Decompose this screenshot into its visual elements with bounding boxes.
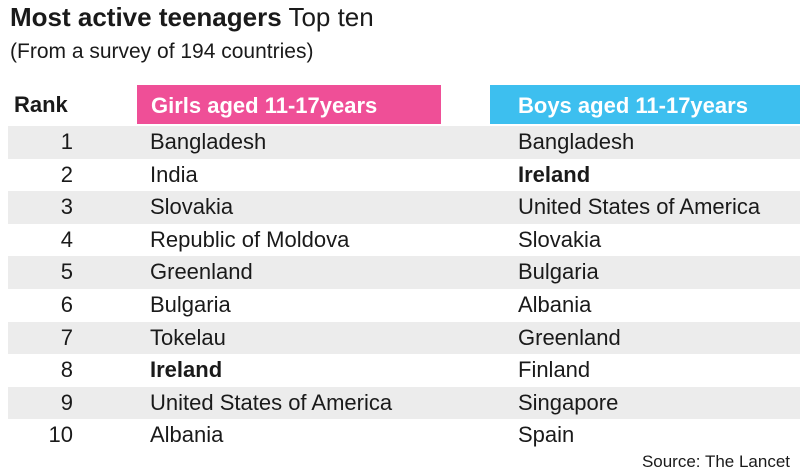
table-row: 2 India Ireland [8,159,800,192]
girls-cell: Slovakia [150,194,234,220]
boys-cell: Spain [518,422,575,448]
boys-cell: Bangladesh [518,129,635,154]
table-row: 10 Albania Spain [8,419,800,452]
girls-cell: Ireland [150,357,223,383]
table-row: 1 Bangladesh Bangladesh [8,126,800,159]
girls-cell: Tokelau [150,324,226,350]
table-row: 7 Tokelau Greenland [8,321,800,355]
girls-cell: Bulgaria [150,292,231,317]
rank-cell: 6 [60,292,73,317]
boys-cell: United States of America [518,194,761,220]
subtitle: (From a survey of 194 countries) [10,40,314,63]
girls-cell: Greenland [150,259,253,285]
girls-cell: Republic of Moldova [150,226,350,252]
girls-cell: United States of America [150,389,393,415]
boys-cell: Singapore [518,389,619,415]
rank-cell: 8 [60,357,73,383]
rank-cell: 4 [60,226,73,252]
girls-cell: India [150,161,198,187]
girls-cell: Bangladesh [150,129,267,154]
girls-header: Girls aged 11-17years [137,85,441,124]
title-rest: Top ten [288,2,374,32]
table-row: 4 Republic of Moldova Slovakia [8,224,800,257]
rank-header: Rank [14,92,68,117]
title: Most active teenagers Top ten [10,2,374,33]
table-row: 8 Ireland Finland [8,354,800,387]
rank-cell: 2 [60,161,73,187]
boys-cell: Ireland [518,161,591,187]
rank-cell: 7 [60,324,73,350]
rank-cell: 3 [60,194,73,220]
title-bold: Most active teenagers [10,2,282,32]
rank-cell: 1 [60,129,73,154]
boys-cell: Greenland [518,324,621,350]
rank-cell: 9 [60,389,73,415]
source: Source: The Lancet [641,452,790,471]
table-row: 6 Bulgaria Albania [8,289,800,322]
rank-cell: 10 [48,422,73,448]
boys-cell: Albania [518,292,592,317]
table-row: 9 United States of America Singapore [8,386,800,420]
table-row: 3 Slovakia United States of America [8,191,800,224]
boys-cell: Slovakia [518,226,602,252]
rank-cell: 5 [60,259,73,285]
boys-cell: Finland [518,357,591,383]
boys-cell: Bulgaria [518,259,599,285]
table-row: 5 Greenland Bulgaria [8,256,800,289]
girls-cell: Albania [150,422,224,448]
boys-header: Boys aged 11-17years [490,85,800,124]
